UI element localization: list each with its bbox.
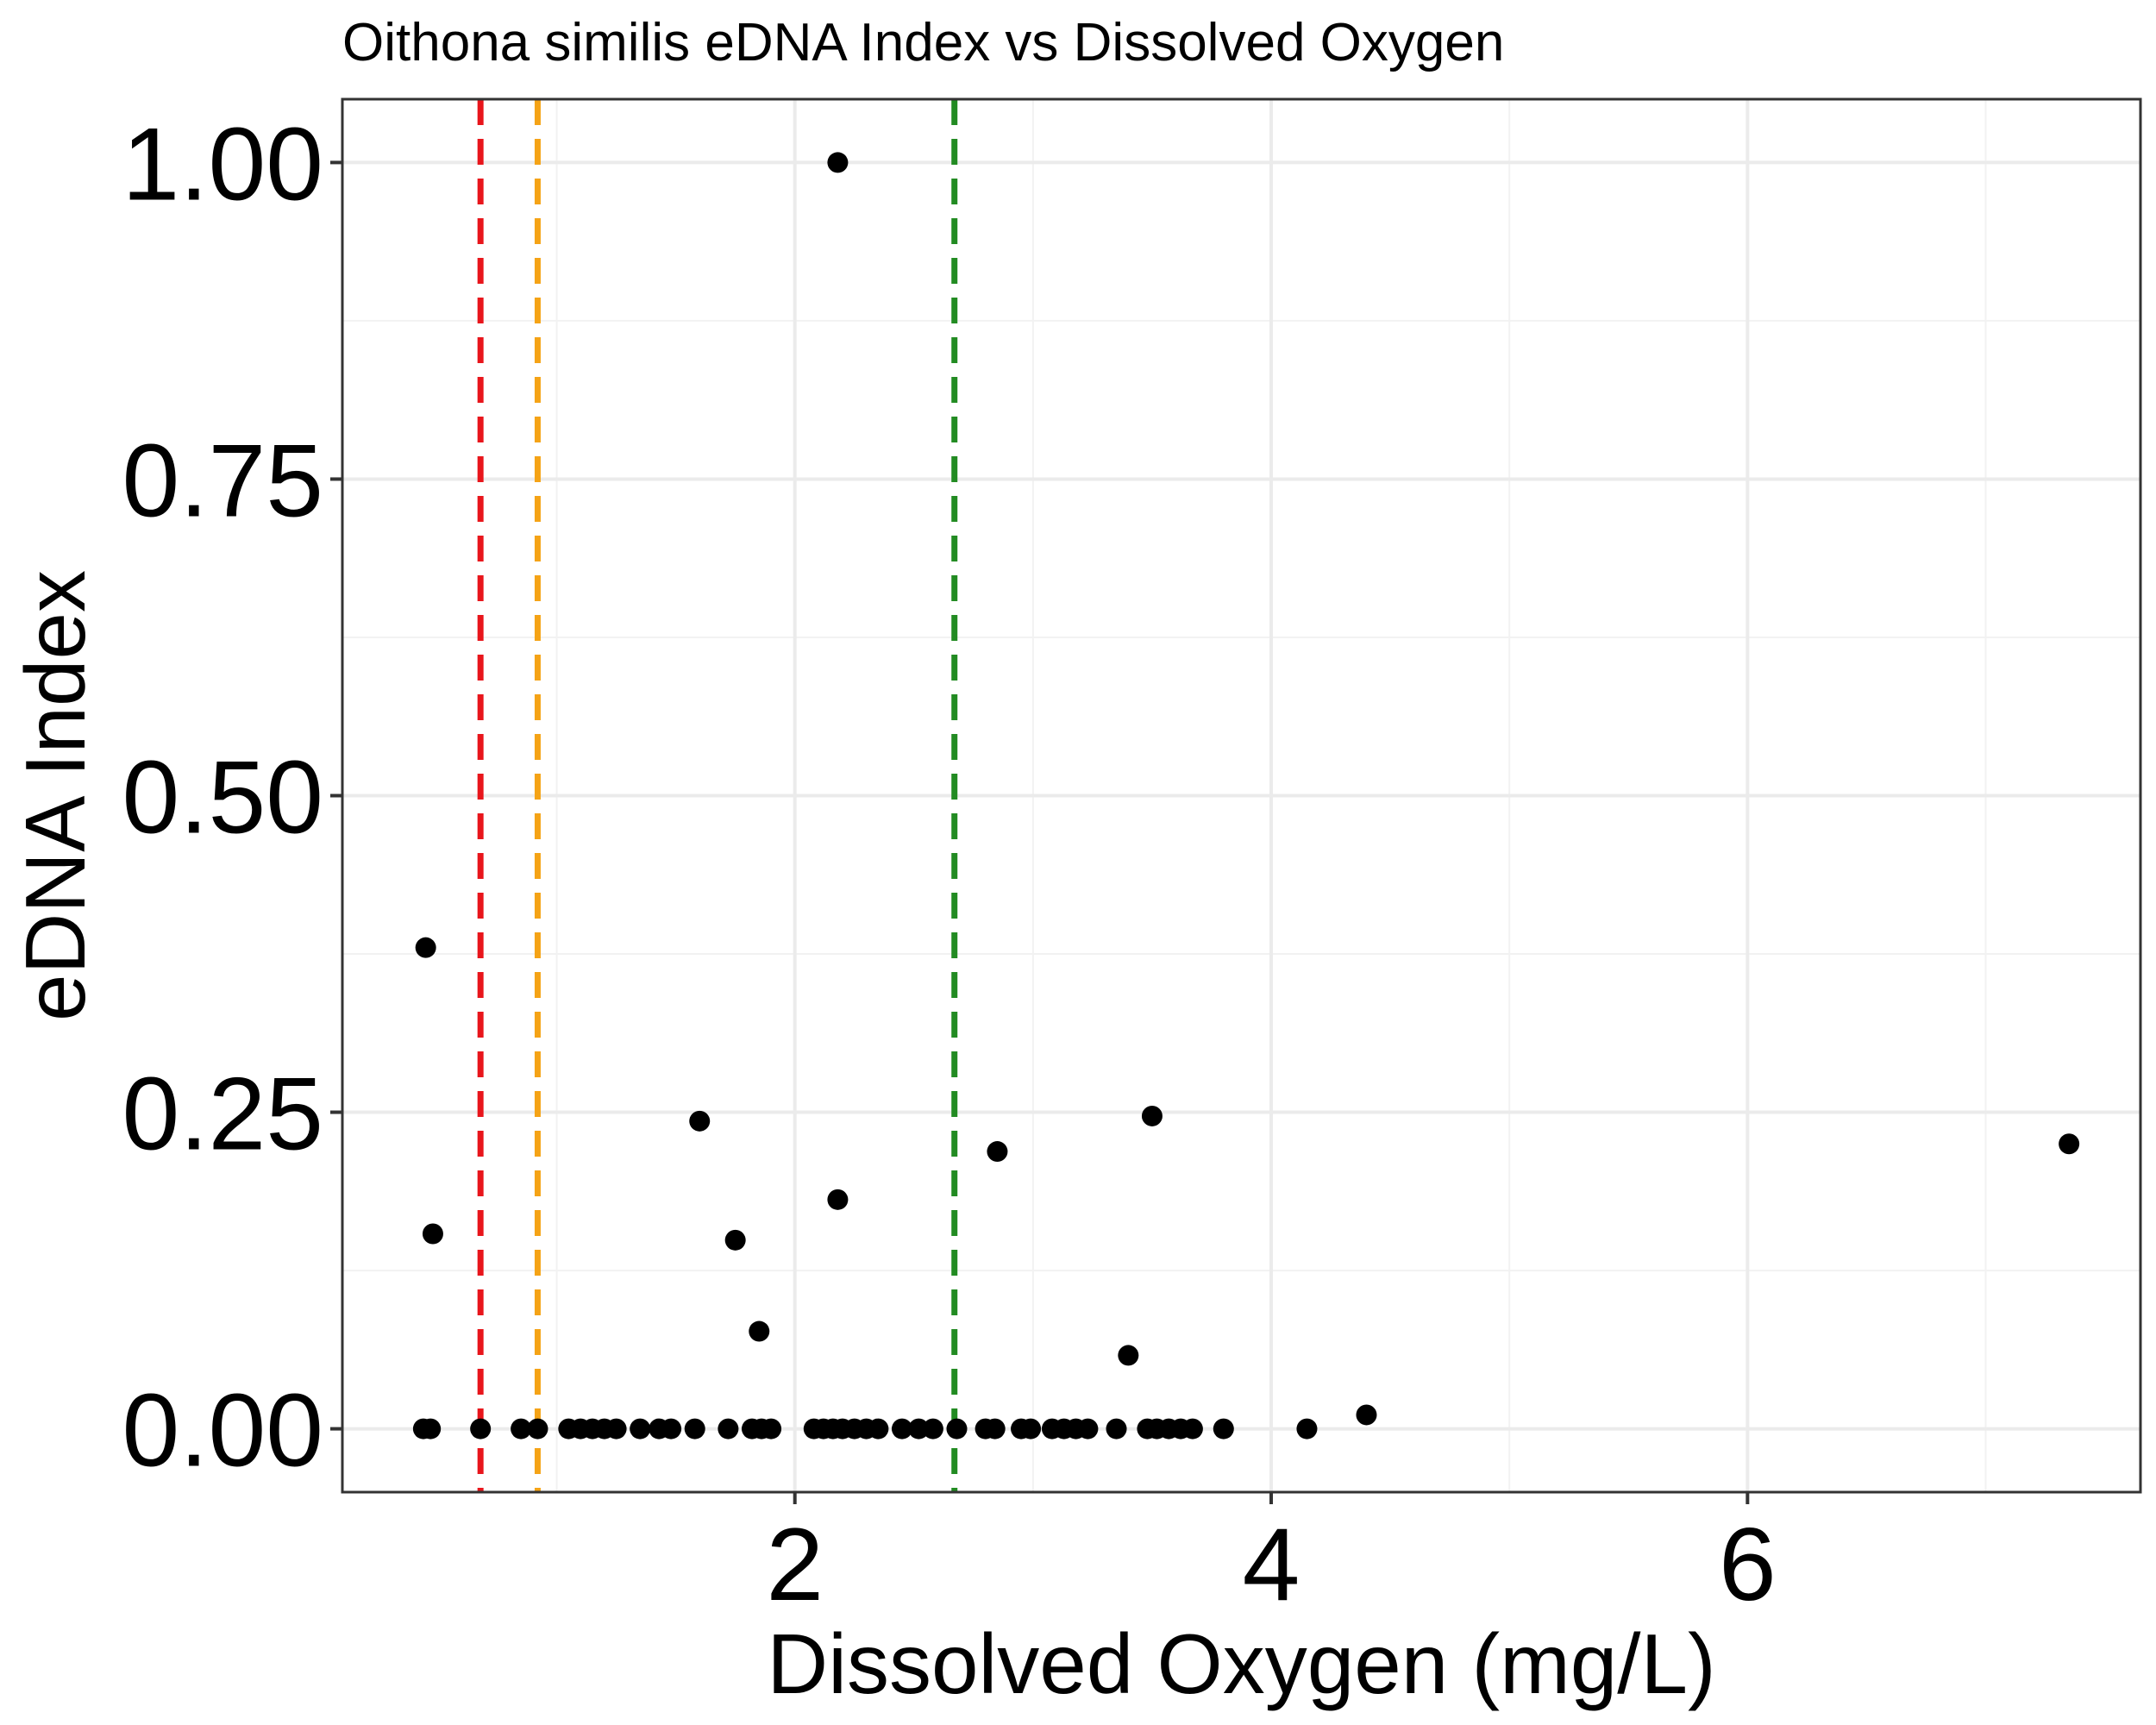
data-point xyxy=(1213,1418,1234,1440)
data-point xyxy=(470,1418,492,1440)
data-point xyxy=(527,1418,548,1440)
data-point xyxy=(511,1418,532,1440)
grid xyxy=(342,99,2140,1492)
data-point xyxy=(946,1418,968,1440)
data-point xyxy=(922,1418,943,1440)
data-point xyxy=(868,1418,889,1440)
data-point xyxy=(718,1418,739,1440)
data-point xyxy=(1141,1105,1163,1126)
axis-ticks: 2 4 6 0.00 0.25 0.50 0.75 1.00 xyxy=(122,106,1776,1622)
threshold-lines xyxy=(477,99,958,1492)
data-point xyxy=(415,937,436,958)
data-points xyxy=(412,152,2080,1440)
data-point xyxy=(749,1320,770,1342)
data-point xyxy=(891,1418,912,1440)
x-tick-label: 2 xyxy=(766,1507,824,1622)
x-tick-label: 6 xyxy=(1719,1507,1777,1622)
chart-title: Oithona similis eDNA Index vs Dissolved … xyxy=(342,13,1504,72)
data-point xyxy=(1106,1418,1127,1440)
data-point xyxy=(689,1110,711,1132)
data-point xyxy=(827,152,849,173)
data-point xyxy=(661,1418,682,1440)
data-point xyxy=(422,1223,443,1245)
y-tick-label: 1.00 xyxy=(122,106,323,222)
data-point xyxy=(630,1418,651,1440)
data-point xyxy=(1181,1418,1203,1440)
y-axis-title: eDNA Index xyxy=(8,570,103,1021)
data-point xyxy=(1356,1404,1377,1426)
data-point xyxy=(1296,1418,1318,1440)
data-point xyxy=(987,1141,1008,1163)
data-point xyxy=(724,1229,746,1251)
data-point xyxy=(1118,1345,1139,1366)
data-point xyxy=(1020,1418,1042,1440)
y-tick-label: 0.25 xyxy=(122,1057,323,1172)
data-point xyxy=(2059,1133,2080,1155)
data-point xyxy=(420,1418,442,1440)
y-tick-label: 0.75 xyxy=(122,423,323,538)
data-point xyxy=(827,1189,849,1210)
y-tick-label: 0.50 xyxy=(122,740,323,856)
data-point xyxy=(605,1418,627,1440)
data-point xyxy=(761,1418,782,1440)
y-tick-label: 0.00 xyxy=(122,1373,323,1489)
x-axis-title: Dissolved Oxygen (mg/L) xyxy=(767,1616,1715,1711)
data-point xyxy=(1077,1418,1099,1440)
data-point xyxy=(908,1418,930,1440)
x-tick-label: 4 xyxy=(1243,1507,1300,1622)
data-point xyxy=(984,1418,1006,1440)
data-point xyxy=(684,1418,705,1440)
